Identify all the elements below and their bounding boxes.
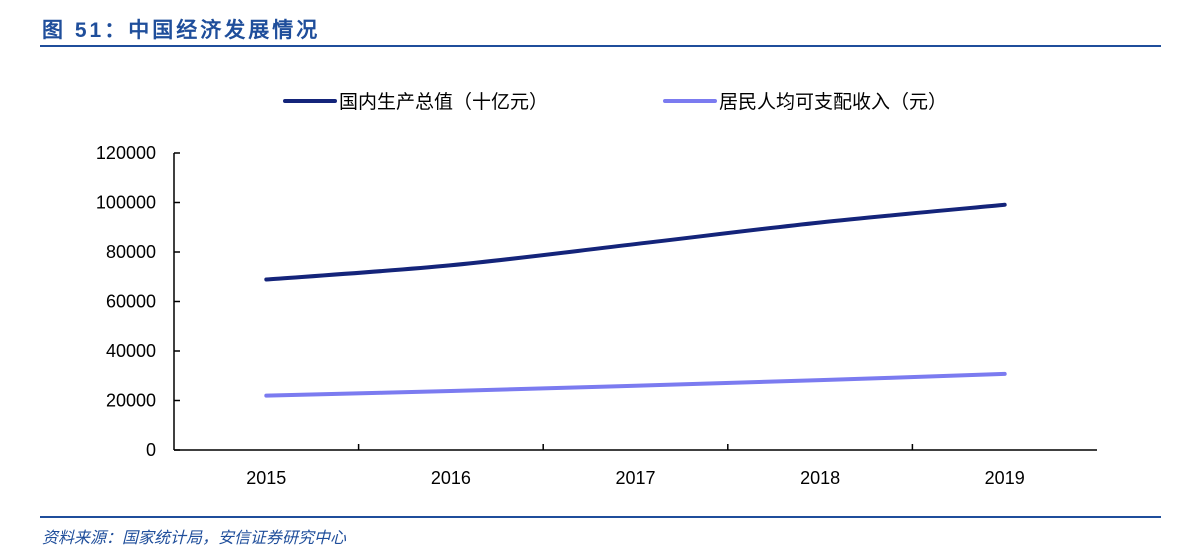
- x-tick-label: 2018: [800, 468, 840, 488]
- x-tick-label: 2015: [246, 468, 286, 488]
- y-tick-label: 60000: [106, 292, 156, 312]
- source-note: 资料来源：国家统计局，安信证券研究中心: [42, 528, 347, 547]
- y-tick-label: 120000: [96, 143, 156, 163]
- legend-label: 居民人均可支配收入（元）: [719, 91, 947, 113]
- figure-title: 图 51：中国经济发展情况: [42, 19, 321, 42]
- y-tick-label: 40000: [106, 341, 156, 361]
- x-tick-label: 2017: [615, 468, 655, 488]
- top-rule: [40, 45, 1161, 47]
- series-line-1: [264, 371, 1007, 398]
- y-tick-label: 20000: [106, 391, 156, 411]
- x-tick-label: 2016: [431, 468, 471, 488]
- y-tick-label: 100000: [96, 193, 156, 213]
- y-tick-label: 80000: [106, 242, 156, 262]
- x-tick-label: 2019: [985, 468, 1025, 488]
- bottom-rule: [40, 516, 1161, 518]
- series-line-0: [264, 202, 1007, 282]
- y-tick-label: 0: [146, 440, 156, 460]
- legend-label: 国内生产总值（十亿元）: [339, 91, 548, 113]
